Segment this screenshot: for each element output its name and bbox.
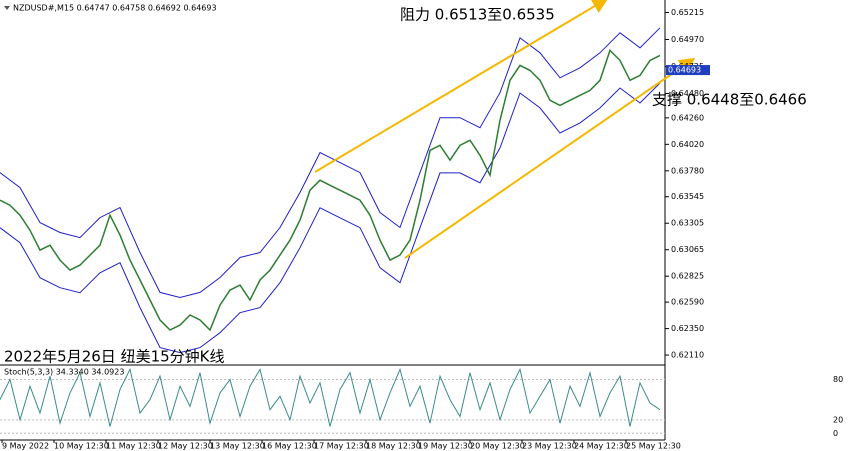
x-tick-label: 16 May 12:30 bbox=[262, 442, 317, 451]
x-tick-label: 13 May 12:30 bbox=[210, 442, 265, 451]
y-tick-label: 0.65215 bbox=[671, 8, 704, 17]
x-tick-label: 25 May 12:30 bbox=[626, 442, 681, 451]
stoch-line bbox=[0, 367, 661, 427]
x-tick-label: 20 May 12:30 bbox=[470, 442, 525, 451]
y-tick-label: 0.62110 bbox=[671, 351, 704, 360]
y-tick-label: 0.62350 bbox=[671, 324, 704, 333]
y-tick-label: 0.62825 bbox=[671, 272, 704, 281]
y-tick-label: 0.63305 bbox=[671, 219, 704, 228]
stoch-tick-label: 80 bbox=[833, 375, 843, 384]
support-channel bbox=[404, 57, 696, 259]
last-price-box bbox=[666, 65, 710, 76]
symbol-icon bbox=[4, 6, 10, 10]
x-tick-label: 18 May 12:30 bbox=[366, 442, 421, 451]
x-tick-label: 11 May 12:30 bbox=[106, 442, 161, 451]
x-tick-label: 17 May 12:30 bbox=[314, 442, 369, 451]
support-annotation: 支撑 0.6448至0.6466 bbox=[652, 91, 807, 109]
symbol-header: NZDUSD#,M15 0.64747 0.64758 0.64692 0.64… bbox=[13, 4, 217, 13]
x-tick-label: 12 May 12:30 bbox=[158, 442, 213, 451]
y-tick-label: 0.64970 bbox=[671, 35, 704, 44]
y-tick-label: 0.64260 bbox=[671, 113, 704, 122]
resistance-channel bbox=[314, 0, 609, 173]
y-tick-label: 0.63065 bbox=[671, 245, 704, 254]
lower-band bbox=[0, 82, 661, 354]
y-tick-label: 0.63545 bbox=[671, 192, 704, 201]
upper-band bbox=[0, 27, 661, 299]
y-tick-label: 0.64480 bbox=[671, 89, 704, 98]
x-tick-label: 19 May 12:30 bbox=[418, 442, 473, 451]
x-tick-label: 10 May 12:30 bbox=[54, 442, 109, 451]
x-tick-label: 9 May 2022 bbox=[2, 442, 49, 451]
price-line bbox=[0, 49, 661, 332]
x-tick-label: 23 May 12:30 bbox=[522, 442, 577, 451]
stoch-tick-label: 20 bbox=[833, 415, 843, 424]
stoch-label: Stoch(5,3,3) 34.3340 34.0923 bbox=[4, 368, 124, 377]
y-tick-label: 0.64020 bbox=[671, 140, 704, 149]
stoch-tick-label: 0 bbox=[833, 429, 838, 438]
y-tick-label: 0.62590 bbox=[671, 298, 704, 307]
y-tick-label: 0.63780 bbox=[671, 166, 704, 175]
resistance-annotation: 阻力 0.6513至0.6535 bbox=[400, 6, 555, 24]
chart-caption: 2022年5月26日 纽美15分钟K线 bbox=[4, 348, 225, 366]
last-price-label: 0.64693 bbox=[668, 66, 701, 75]
x-tick-label: 24 May 12:30 bbox=[574, 442, 629, 451]
